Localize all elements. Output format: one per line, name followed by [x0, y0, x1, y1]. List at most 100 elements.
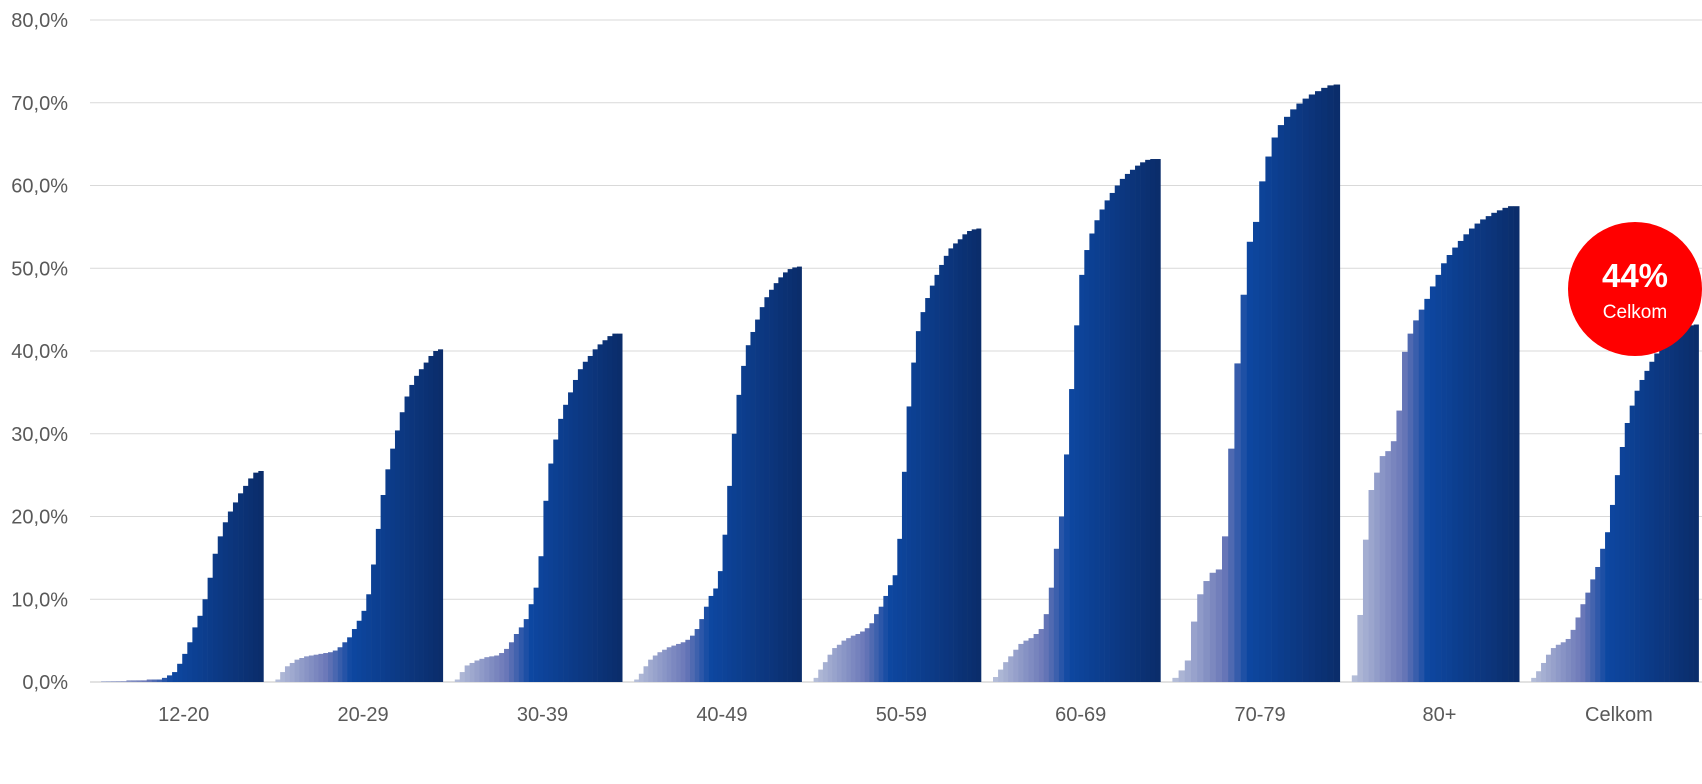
- bar: [1595, 566, 1601, 682]
- bar: [1693, 324, 1699, 682]
- bar: [423, 362, 429, 682]
- bar: [607, 336, 613, 682]
- bar: [347, 637, 353, 682]
- bar: [280, 672, 286, 682]
- bar: [1155, 159, 1161, 682]
- bar: [101, 681, 107, 682]
- bar: [418, 369, 424, 682]
- bar: [121, 681, 127, 682]
- bar: [617, 333, 623, 682]
- bar: [318, 653, 324, 682]
- bar: [1362, 539, 1369, 682]
- bar: [1053, 548, 1060, 682]
- bar: [558, 418, 564, 682]
- bar: [888, 585, 893, 682]
- bar: [841, 640, 847, 683]
- bar: [638, 673, 644, 682]
- bar: [1099, 209, 1105, 682]
- bar: [892, 575, 898, 682]
- bar: [299, 658, 305, 682]
- bar: [773, 283, 779, 682]
- bar: [414, 375, 420, 682]
- bar: [394, 430, 401, 682]
- bar: [182, 653, 188, 682]
- bar: [648, 659, 654, 682]
- y-tick-label: 50,0%: [11, 258, 68, 280]
- bar: [464, 665, 470, 682]
- bar: [1609, 504, 1616, 682]
- y-axis-tick-labels: 0,0% 10,0% 20,0% 30,0% 40,0% 50,0% 60,0% 70,0% 8…: [11, 10, 68, 694]
- bar: [694, 629, 700, 682]
- bar: [494, 655, 500, 682]
- bar: [167, 675, 173, 682]
- bar: [459, 672, 465, 682]
- bar: [538, 556, 544, 682]
- bar: [1508, 206, 1514, 682]
- bar: [1018, 643, 1024, 682]
- bar: [915, 331, 921, 682]
- bar: [874, 614, 879, 682]
- bar: [1446, 255, 1453, 682]
- bar: [1150, 159, 1156, 682]
- bar: [796, 266, 802, 682]
- bar: [822, 662, 828, 682]
- bar: [304, 656, 310, 682]
- bar: [342, 642, 348, 682]
- bar: [1240, 294, 1248, 682]
- bar: [409, 384, 415, 682]
- x-tick-label: 70-79: [1235, 704, 1286, 726]
- bar: [192, 627, 198, 682]
- bar: [722, 534, 728, 682]
- bar: [1064, 454, 1070, 682]
- bar: [1580, 604, 1586, 682]
- bar: [438, 349, 444, 682]
- bar: [366, 594, 372, 682]
- bar: [736, 394, 742, 682]
- bar: [597, 344, 603, 682]
- bar: [846, 638, 852, 682]
- bar: [1104, 200, 1110, 682]
- bar: [1184, 660, 1192, 682]
- bar: [238, 493, 244, 682]
- bar: [1385, 451, 1392, 682]
- bar: [657, 652, 663, 682]
- bar: [146, 679, 153, 682]
- bar: [713, 588, 719, 682]
- y-tick-label: 10,0%: [11, 589, 68, 611]
- bar: [217, 536, 224, 682]
- bar: [1129, 169, 1136, 682]
- bar: [399, 412, 405, 682]
- bar: [1197, 594, 1204, 682]
- bar: [787, 269, 793, 682]
- bar: [1191, 621, 1198, 682]
- bar: [1109, 192, 1116, 682]
- bar: [1619, 446, 1626, 682]
- bar: [523, 619, 529, 682]
- bar: [759, 307, 765, 682]
- bar: [727, 485, 733, 682]
- bar-groups: [101, 84, 1699, 683]
- bar: [1502, 207, 1509, 682]
- bar: [1228, 448, 1235, 682]
- bar: [1172, 677, 1179, 682]
- bar: [1457, 240, 1464, 682]
- bar: [1145, 159, 1151, 683]
- bar: [869, 623, 875, 682]
- bar: [1545, 654, 1552, 682]
- bar: [385, 469, 391, 682]
- bar: [652, 655, 658, 682]
- bar-group: [275, 349, 444, 682]
- x-tick-label: 40-49: [696, 704, 747, 726]
- bar: [1496, 210, 1503, 682]
- bar: [1114, 185, 1121, 682]
- bar: [906, 406, 912, 682]
- y-tick-label: 0,0%: [22, 672, 68, 694]
- bar: [1480, 219, 1487, 682]
- bar: [818, 669, 824, 682]
- bar: [351, 629, 358, 682]
- bar: [484, 657, 490, 682]
- bar: [1368, 490, 1375, 682]
- bar: [1135, 165, 1141, 682]
- bar: [587, 355, 593, 682]
- bar: [1575, 617, 1581, 682]
